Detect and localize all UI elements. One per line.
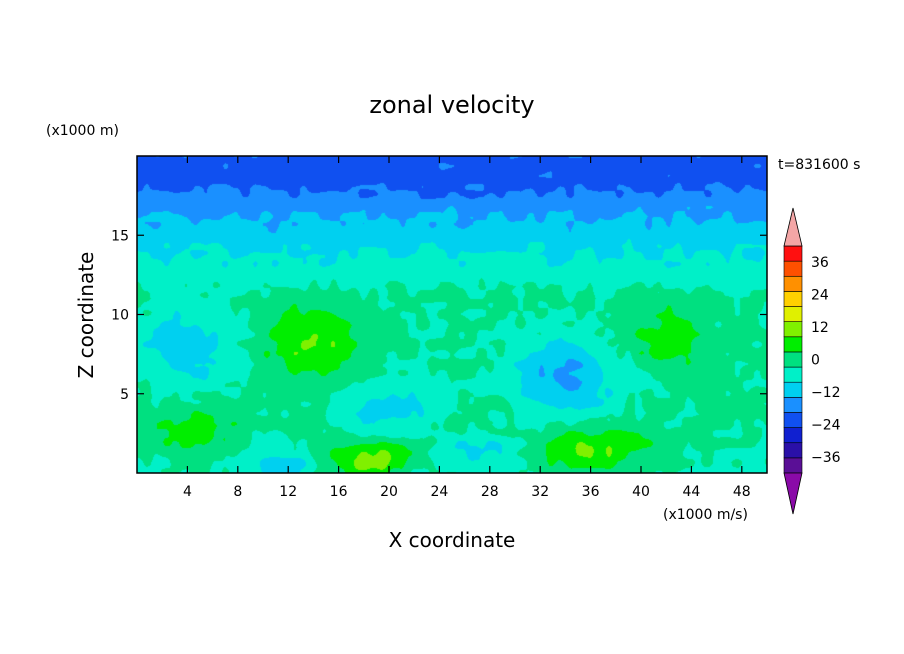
x-tick-label: 4 (183, 484, 192, 500)
x-unit-label: (x1000 m/s) (663, 507, 748, 523)
x-axis-ticks: 4 8 12 16 20 24 28 32 36 40 44 48 (183, 156, 751, 500)
x-tick-label: 20 (380, 484, 398, 500)
x-tick-label: 16 (330, 484, 348, 500)
y-axis-label: Z coordinate (74, 252, 98, 379)
chart-title: zonal velocity (369, 91, 534, 119)
colorbar-swatch (783, 245, 803, 262)
x-tick-label: 28 (481, 484, 499, 500)
x-tick-label: 48 (733, 484, 751, 500)
y-tick-label: 15 (111, 228, 129, 244)
y-tick-label: 10 (111, 308, 129, 324)
colorbar-swatch (783, 412, 803, 428)
time-label: t=831600 s (778, 157, 860, 173)
colorbar-swatch (783, 291, 803, 307)
colorbar-swatch (783, 260, 803, 277)
colorbar-tick-label: −36 (811, 450, 841, 466)
x-tick-label: 12 (279, 484, 297, 500)
x-tick-label: 32 (531, 484, 549, 500)
x-tick-label: 44 (682, 484, 700, 500)
x-axis-label: X coordinate (389, 528, 516, 552)
colorbar-under-arrow (783, 472, 803, 515)
x-tick-label: 40 (632, 484, 650, 500)
colorbar-swatch (783, 397, 803, 413)
colorbar-tick-label: 24 (811, 288, 829, 304)
colorbar-tick-label: 36 (811, 255, 829, 271)
colorbar-tick-label: −24 (811, 417, 841, 433)
colorbar-swatch (783, 321, 803, 338)
colorbar-swatch (783, 381, 803, 398)
colorbar-swatch (783, 366, 803, 383)
colorbar-swatch (783, 457, 803, 474)
heatmap-area (137, 156, 767, 473)
colorbar-swatch (783, 442, 803, 459)
colorbar-swatch (783, 306, 803, 322)
y-unit-label: (x1000 m) (46, 123, 119, 139)
y-axis-ticks: 5 10 15 (111, 228, 767, 403)
x-tick-label: 36 (582, 484, 600, 500)
colorbar-tick-label: 12 (811, 320, 829, 336)
colorbar-swatch (783, 427, 803, 444)
x-tick-label: 8 (233, 484, 242, 500)
y-tick-label: 5 (120, 387, 129, 403)
colorbar-tick-label: −12 (811, 385, 841, 401)
colorbar-swatch (783, 351, 803, 368)
colorbar-over-arrow (783, 207, 803, 247)
colorbar-swatch (783, 275, 803, 292)
colorbar-swatch (783, 336, 803, 353)
colorbar: 36 24 12 0 −12 −24 −36 (783, 207, 841, 515)
colorbar-tick-label: 0 (811, 353, 820, 369)
x-tick-label: 24 (430, 484, 448, 500)
